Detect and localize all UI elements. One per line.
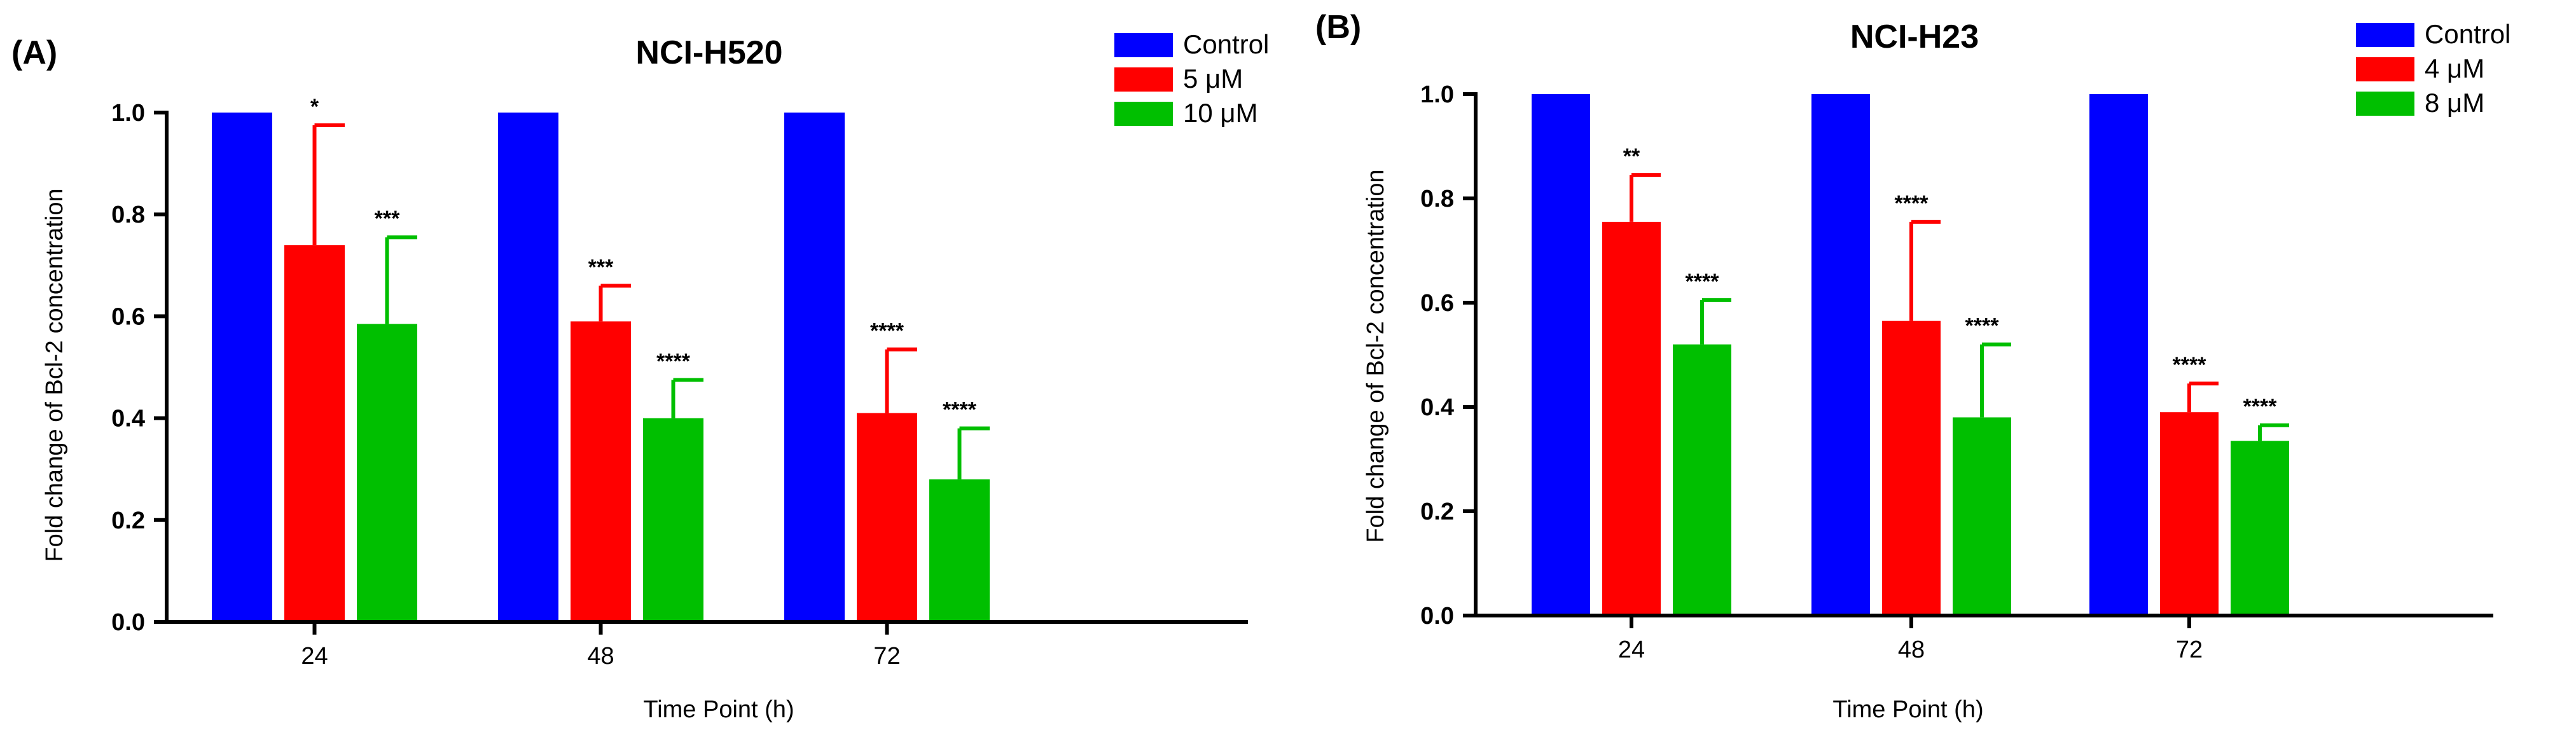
legend-label: Control [1183, 29, 1269, 59]
bar [1673, 344, 1731, 616]
y-tick-label: 1.0 [1420, 81, 1454, 108]
error-bar [671, 378, 703, 418]
x-tick-label: 24 [1618, 637, 1645, 663]
error-bar [1700, 298, 1731, 345]
y-tick-label: 1.0 [111, 100, 145, 127]
panel-label: (A) [11, 34, 57, 71]
error-bar [385, 235, 417, 324]
panel-label: (B) [1315, 9, 1361, 46]
y-tick-label: 0.4 [111, 406, 145, 432]
y-tick-label: 0.0 [1420, 603, 1454, 630]
legend-swatch [2356, 92, 2414, 116]
error-bar [885, 347, 917, 413]
y-tick-label: 0.0 [111, 609, 145, 636]
chart-title: NCI-H23 [1850, 18, 1979, 55]
bar [571, 321, 631, 622]
bar [784, 113, 845, 622]
significance-label: ** [1623, 144, 1640, 169]
error-bar [957, 426, 990, 479]
x-axis-label: Time Point (h) [643, 696, 794, 723]
bar [2160, 412, 2219, 616]
legend-swatch [1114, 33, 1173, 57]
x-tick-label: 72 [873, 643, 900, 670]
significance-label: *** [588, 255, 614, 279]
bar [357, 324, 417, 622]
x-tick-label: 48 [1898, 637, 1925, 663]
y-tick-label: 0.2 [1420, 499, 1454, 525]
x-axis-label: Time Point (h) [1832, 696, 1983, 723]
panel-a: (A) NCI-H520 Fold change of Bcl-2 concen… [11, 29, 1269, 723]
bar [212, 113, 272, 622]
significance-label: **** [870, 319, 904, 343]
error-bar [1909, 219, 1941, 321]
y-tick-label: 0.6 [111, 303, 145, 330]
x-tick-label: 24 [301, 643, 328, 670]
legend-label: 5 μM [1183, 64, 1243, 93]
bar [2231, 441, 2289, 616]
bar [498, 113, 558, 622]
legend-swatch [1114, 102, 1173, 126]
significance-label: **** [1686, 270, 1720, 294]
significance-label: **** [2173, 353, 2207, 377]
bar [857, 413, 917, 622]
bar [929, 479, 990, 622]
y-axis-label: Fold change of Bcl-2 concentration [41, 188, 68, 561]
error-bar [1980, 342, 2011, 418]
significance-label: **** [1965, 314, 2000, 338]
significance-label: * [310, 95, 319, 119]
bar [1882, 320, 1941, 616]
legend-label: Control [2425, 19, 2510, 49]
significance-label: **** [2243, 395, 2278, 419]
x-tick-label: 72 [2176, 637, 2203, 663]
y-tick-label: 0.6 [1420, 290, 1454, 317]
significance-label: **** [656, 350, 691, 374]
error-bar [2258, 423, 2289, 441]
bar [1811, 94, 1870, 616]
legend-label: 4 μM [2425, 53, 2484, 83]
error-bar [1630, 173, 1661, 222]
bar [1953, 417, 2011, 616]
y-axis-label: Fold change of Bcl-2 concentration [1362, 169, 1389, 542]
bar [1532, 94, 1590, 616]
error-bar [599, 284, 631, 322]
panel-b: (B) NCI-H23 Fold change of Bcl-2 concent… [1315, 9, 2510, 723]
legend-swatch [1114, 67, 1173, 92]
error-bar [312, 123, 345, 245]
significance-label: **** [943, 398, 977, 422]
x-tick-label: 48 [587, 643, 614, 670]
y-tick-label: 0.2 [111, 507, 145, 534]
chart-title: NCI-H520 [635, 34, 782, 71]
bar [2089, 94, 2148, 616]
legend-swatch [2356, 57, 2414, 81]
legend-label: 8 μM [2425, 88, 2484, 118]
significance-label: *** [375, 207, 400, 231]
legend-label: 10 μM [1183, 98, 1258, 128]
bar [643, 418, 703, 622]
y-tick-label: 0.4 [1420, 394, 1454, 421]
error-bar [2187, 382, 2219, 413]
y-tick-label: 0.8 [111, 202, 145, 228]
significance-label: **** [1895, 191, 1929, 216]
bar [1602, 221, 1661, 616]
legend-swatch [2356, 23, 2414, 47]
bar [284, 245, 345, 622]
y-tick-label: 0.8 [1420, 186, 1454, 212]
